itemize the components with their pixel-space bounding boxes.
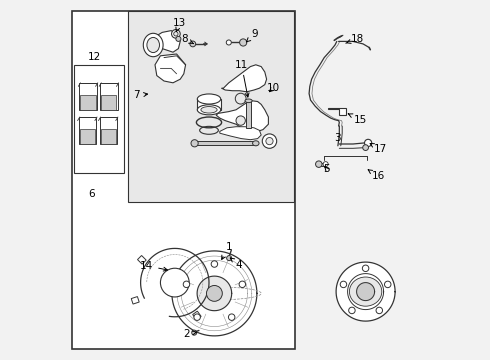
Ellipse shape <box>349 277 382 306</box>
Circle shape <box>240 39 247 46</box>
Text: 5: 5 <box>323 164 330 174</box>
Ellipse shape <box>147 37 160 53</box>
Circle shape <box>183 281 190 288</box>
Circle shape <box>174 32 178 36</box>
Text: 1: 1 <box>221 242 232 260</box>
Text: 6: 6 <box>89 189 96 199</box>
Circle shape <box>365 139 372 147</box>
Text: 9: 9 <box>246 29 258 42</box>
Polygon shape <box>172 251 257 336</box>
Circle shape <box>192 330 197 335</box>
Polygon shape <box>220 127 261 140</box>
Text: 14: 14 <box>140 261 168 271</box>
Circle shape <box>235 93 246 104</box>
Polygon shape <box>197 99 220 110</box>
Text: 8: 8 <box>181 34 194 44</box>
Circle shape <box>236 116 245 125</box>
Circle shape <box>211 261 218 267</box>
Circle shape <box>194 314 200 320</box>
Polygon shape <box>101 95 117 110</box>
Text: 12: 12 <box>88 52 101 62</box>
Bar <box>128 11 294 202</box>
Polygon shape <box>336 262 395 321</box>
Circle shape <box>363 265 369 271</box>
Polygon shape <box>155 54 186 83</box>
Bar <box>193 311 201 320</box>
Text: 16: 16 <box>368 170 385 181</box>
Bar <box>74 65 124 173</box>
Polygon shape <box>146 31 180 52</box>
Polygon shape <box>80 95 96 110</box>
Text: 2: 2 <box>183 329 196 339</box>
Text: 18: 18 <box>346 34 365 44</box>
Circle shape <box>340 281 347 288</box>
Polygon shape <box>79 117 96 144</box>
Polygon shape <box>357 283 374 301</box>
Text: 17: 17 <box>370 144 387 154</box>
Polygon shape <box>100 129 116 144</box>
Circle shape <box>239 281 245 288</box>
Polygon shape <box>216 101 269 131</box>
Polygon shape <box>197 276 232 311</box>
Circle shape <box>176 36 181 41</box>
Polygon shape <box>319 163 326 166</box>
Text: 4: 4 <box>230 258 242 270</box>
Text: 10: 10 <box>267 83 280 93</box>
Polygon shape <box>79 83 97 110</box>
Circle shape <box>206 285 222 301</box>
Ellipse shape <box>245 99 252 103</box>
Circle shape <box>190 41 196 47</box>
Circle shape <box>266 138 273 145</box>
Circle shape <box>323 162 328 167</box>
Circle shape <box>191 140 198 147</box>
Circle shape <box>227 256 232 261</box>
Ellipse shape <box>252 141 259 146</box>
Text: 7: 7 <box>133 90 147 100</box>
Text: 11: 11 <box>235 60 249 97</box>
Text: 3: 3 <box>334 132 341 143</box>
Circle shape <box>385 281 391 288</box>
Circle shape <box>262 134 277 148</box>
Polygon shape <box>328 108 346 115</box>
Circle shape <box>172 30 180 38</box>
Circle shape <box>376 307 383 314</box>
Polygon shape <box>195 141 256 145</box>
Circle shape <box>349 307 355 314</box>
Circle shape <box>316 161 322 167</box>
Ellipse shape <box>197 105 220 115</box>
Circle shape <box>363 145 368 150</box>
Circle shape <box>226 40 231 45</box>
Circle shape <box>228 314 235 320</box>
Polygon shape <box>245 101 251 128</box>
Ellipse shape <box>201 107 217 113</box>
Bar <box>138 256 146 264</box>
Ellipse shape <box>143 33 163 57</box>
Text: 15: 15 <box>348 114 367 125</box>
Circle shape <box>160 268 189 297</box>
Text: 13: 13 <box>173 18 186 32</box>
Bar <box>131 297 139 304</box>
Ellipse shape <box>197 94 220 104</box>
Polygon shape <box>80 129 95 144</box>
Polygon shape <box>99 117 117 144</box>
Polygon shape <box>100 83 118 110</box>
Bar <box>72 11 295 349</box>
Polygon shape <box>221 65 267 92</box>
